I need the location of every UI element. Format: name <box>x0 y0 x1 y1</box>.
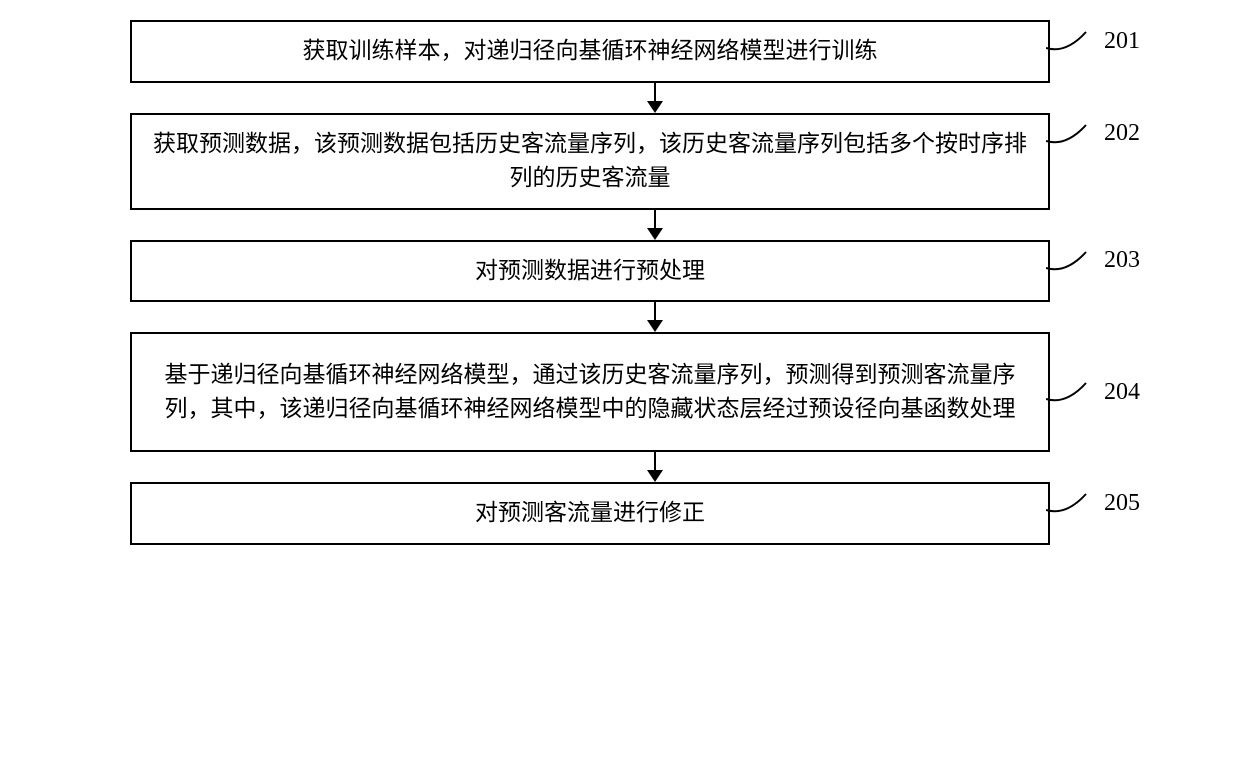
arrow-connector <box>195 302 1115 332</box>
arrow-connector <box>195 452 1115 482</box>
arrow-head-icon <box>647 101 663 113</box>
step-text: 获取训练样本，对递归径向基循环神经网络模型进行训练 <box>303 34 878 69</box>
arrow-line <box>654 83 656 101</box>
curve-connector <box>1046 119 1096 149</box>
flowchart-container: 获取训练样本，对递归径向基循环神经网络模型进行训练 201 获取预测数据，该预测… <box>60 20 1180 545</box>
arrow-head-icon <box>647 470 663 482</box>
step-label: 204 <box>1104 379 1140 406</box>
arrow-line <box>654 302 656 320</box>
curve-connector <box>1046 246 1096 276</box>
label-wrap-202: 202 <box>1046 119 1140 149</box>
arrow-line <box>654 452 656 470</box>
step-row-205: 对预测客流量进行修正 205 <box>60 482 1180 545</box>
arrow-head-icon <box>647 320 663 332</box>
step-label: 203 <box>1104 247 1140 274</box>
label-wrap-203: 203 <box>1046 246 1140 276</box>
step-box-202: 获取预测数据，该预测数据包括历史客流量序列，该历史客流量序列包括多个按时序排列的… <box>130 113 1050 210</box>
step-row-204: 基于递归径向基循环神经网络模型，通过该历史客流量序列，预测得到预测客流量序列，其… <box>60 332 1180 452</box>
arrow-head-icon <box>647 228 663 240</box>
step-box-205: 对预测客流量进行修正 <box>130 482 1050 545</box>
step-text: 对预测客流量进行修正 <box>475 496 705 531</box>
step-row-201: 获取训练样本，对递归径向基循环神经网络模型进行训练 201 <box>60 20 1180 83</box>
label-wrap-205: 205 <box>1046 488 1140 518</box>
curve-connector <box>1046 488 1096 518</box>
label-wrap-201: 201 <box>1046 26 1140 56</box>
label-wrap-204: 204 <box>1046 377 1140 407</box>
arrow-line <box>654 210 656 228</box>
curve-connector <box>1046 377 1096 407</box>
step-row-202: 获取预测数据，该预测数据包括历史客流量序列，该历史客流量序列包括多个按时序排列的… <box>60 113 1180 210</box>
step-text: 对预测数据进行预处理 <box>475 254 705 289</box>
step-text: 获取预测数据，该预测数据包括历史客流量序列，该历史客流量序列包括多个按时序排列的… <box>152 127 1028 196</box>
step-box-203: 对预测数据进行预处理 <box>130 240 1050 303</box>
step-text: 基于递归径向基循环神经网络模型，通过该历史客流量序列，预测得到预测客流量序列，其… <box>152 358 1028 427</box>
step-label: 201 <box>1104 28 1140 55</box>
step-label: 205 <box>1104 490 1140 517</box>
arrow-connector <box>195 83 1115 113</box>
step-box-204: 基于递归径向基循环神经网络模型，通过该历史客流量序列，预测得到预测客流量序列，其… <box>130 332 1050 452</box>
step-box-201: 获取训练样本，对递归径向基循环神经网络模型进行训练 <box>130 20 1050 83</box>
arrow-connector <box>195 210 1115 240</box>
step-label: 202 <box>1104 120 1140 147</box>
step-row-203: 对预测数据进行预处理 203 <box>60 240 1180 303</box>
curve-connector <box>1046 26 1096 56</box>
